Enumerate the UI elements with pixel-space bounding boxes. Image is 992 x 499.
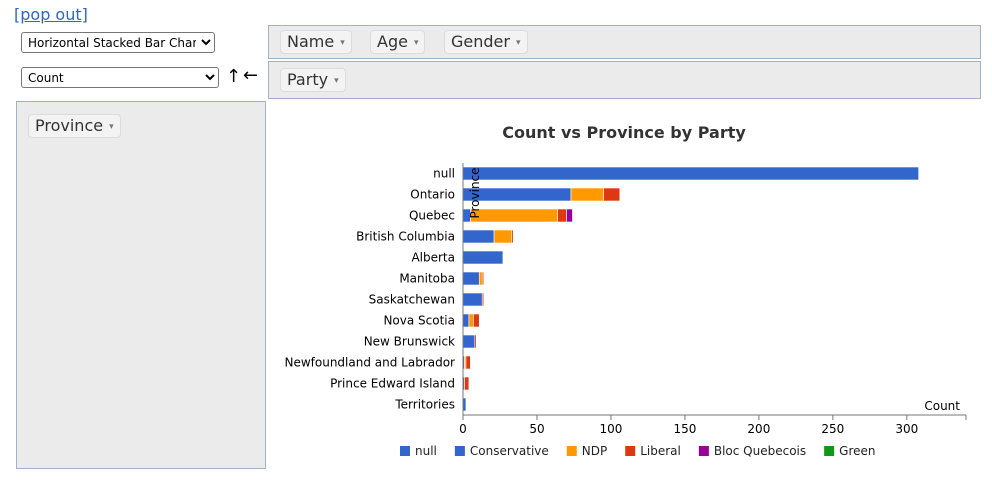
aggregator-select[interactable]: Count	[21, 67, 219, 88]
dropdown-triangle-icon[interactable]: ▾	[340, 37, 345, 48]
y-axis-title: Province	[468, 167, 482, 218]
attribute-pill-province[interactable]: Province ▾	[28, 114, 121, 138]
category-label: Quebec	[409, 209, 455, 223]
attribute-pill-label: Party	[287, 70, 329, 89]
bar-segment[interactable]	[481, 271, 485, 286]
category-label: Newfoundland and Labrador	[284, 356, 455, 370]
unused-attributes-area: Name ▾ Age ▾ Gender ▾	[268, 25, 981, 59]
x-tick-label: 250	[821, 422, 844, 436]
x-tick-labels: 0 50 100 150 200 250 300	[459, 415, 967, 436]
attribute-pill-label: Name	[287, 32, 335, 51]
legend-label: Liberal	[640, 444, 681, 458]
chart-legend: null Conservative NDP Liberal Bloc Quebecois…	[400, 444, 875, 458]
bar-segment[interactable]	[462, 166, 919, 181]
bar-segment[interactable]	[462, 292, 483, 307]
bar-segment[interactable]	[462, 229, 495, 244]
bar-segment[interactable]	[464, 376, 470, 391]
dropdown-triangle-icon[interactable]: ▾	[109, 121, 114, 132]
pop-out-link[interactable]: [pop out]	[14, 5, 88, 24]
bar-segment[interactable]	[557, 208, 567, 223]
attribute-pill-name[interactable]: Name ▾	[280, 30, 352, 54]
renderer-select[interactable]: Horizontal Stacked Bar Chart	[21, 32, 215, 53]
stacked-bar-chart: Count vs Province by Party null Ontario Qu…	[284, 123, 967, 458]
legend-label: NDP	[582, 444, 607, 458]
attribute-pill-label: Gender	[451, 32, 510, 51]
category-label: Saskatchewan	[369, 293, 455, 307]
category-label: British Columbia	[356, 230, 455, 244]
row-attributes-area: Province ▾	[16, 101, 266, 469]
dropdown-triangle-icon[interactable]: ▾	[515, 37, 521, 48]
bar-segment[interactable]	[473, 313, 480, 328]
legend-label: Green	[839, 444, 875, 458]
bar-segment[interactable]	[465, 355, 471, 370]
category-label: Prince Edward Island	[330, 377, 455, 391]
category-label: New Brunswick	[364, 335, 455, 349]
category-label: null	[433, 167, 455, 181]
bar-segment[interactable]	[468, 313, 474, 328]
attribute-pill-gender[interactable]: Gender ▾	[444, 30, 528, 54]
chart-title: Count vs Province by Party	[502, 123, 746, 142]
category-label: Alberta	[411, 251, 455, 265]
x-axis-title: Count	[924, 399, 960, 413]
legend-label: null	[415, 444, 437, 458]
bar-segment[interactable]	[462, 313, 470, 328]
col-order-arrow-icon[interactable]: ←	[243, 65, 259, 86]
legend-swatch	[698, 446, 709, 456]
category-label: Ontario	[410, 188, 455, 202]
bars-group	[462, 166, 919, 412]
bar-segment[interactable]	[478, 271, 483, 286]
bar-segment[interactable]	[603, 187, 621, 202]
bar-segment[interactable]	[570, 187, 604, 202]
x-tick-label: 100	[599, 422, 622, 436]
bar-segment[interactable]	[481, 292, 485, 307]
bar-segment[interactable]	[462, 334, 476, 349]
x-tick-label: 0	[459, 422, 467, 436]
dropdown-triangle-icon[interactable]: ▾	[413, 37, 419, 48]
legend-swatch	[566, 446, 577, 456]
bar-segment[interactable]	[493, 229, 513, 244]
bar-segment[interactable]	[470, 208, 558, 223]
category-label: Nova Scotia	[383, 314, 455, 328]
x-tick-label: 300	[895, 422, 918, 436]
bar-segment[interactable]	[566, 208, 573, 223]
x-tick-label: 150	[673, 422, 696, 436]
column-attributes-area: Party ▾	[268, 61, 981, 99]
legend-swatch	[454, 446, 465, 456]
legend-swatch	[824, 446, 835, 456]
bar-segment[interactable]	[511, 229, 514, 244]
bar-segment[interactable]	[474, 334, 477, 349]
row-order-arrow-icon[interactable]: ↑	[226, 66, 242, 87]
attribute-pill-label: Age	[377, 32, 408, 51]
x-tick-label: 50	[529, 422, 544, 436]
x-tick-label: 200	[747, 422, 770, 436]
category-label: Territories	[394, 398, 455, 412]
attribute-pill-age[interactable]: Age ▾	[370, 30, 426, 54]
legend-label: Bloc Quebecois	[714, 444, 806, 458]
legend-swatch	[400, 446, 410, 456]
attribute-pill-label: Province	[35, 116, 104, 135]
legend-label: Conservative	[470, 444, 549, 458]
attribute-pill-party[interactable]: Party ▾	[280, 68, 346, 92]
bar-segment[interactable]	[462, 271, 480, 286]
bar-segment[interactable]	[462, 250, 504, 265]
category-labels: null Ontario Quebec British Columbia Alberta…	[284, 167, 455, 412]
legend-swatch	[625, 446, 636, 456]
dropdown-triangle-icon[interactable]: ▾	[334, 75, 339, 86]
category-label: Manitoba	[399, 272, 455, 286]
